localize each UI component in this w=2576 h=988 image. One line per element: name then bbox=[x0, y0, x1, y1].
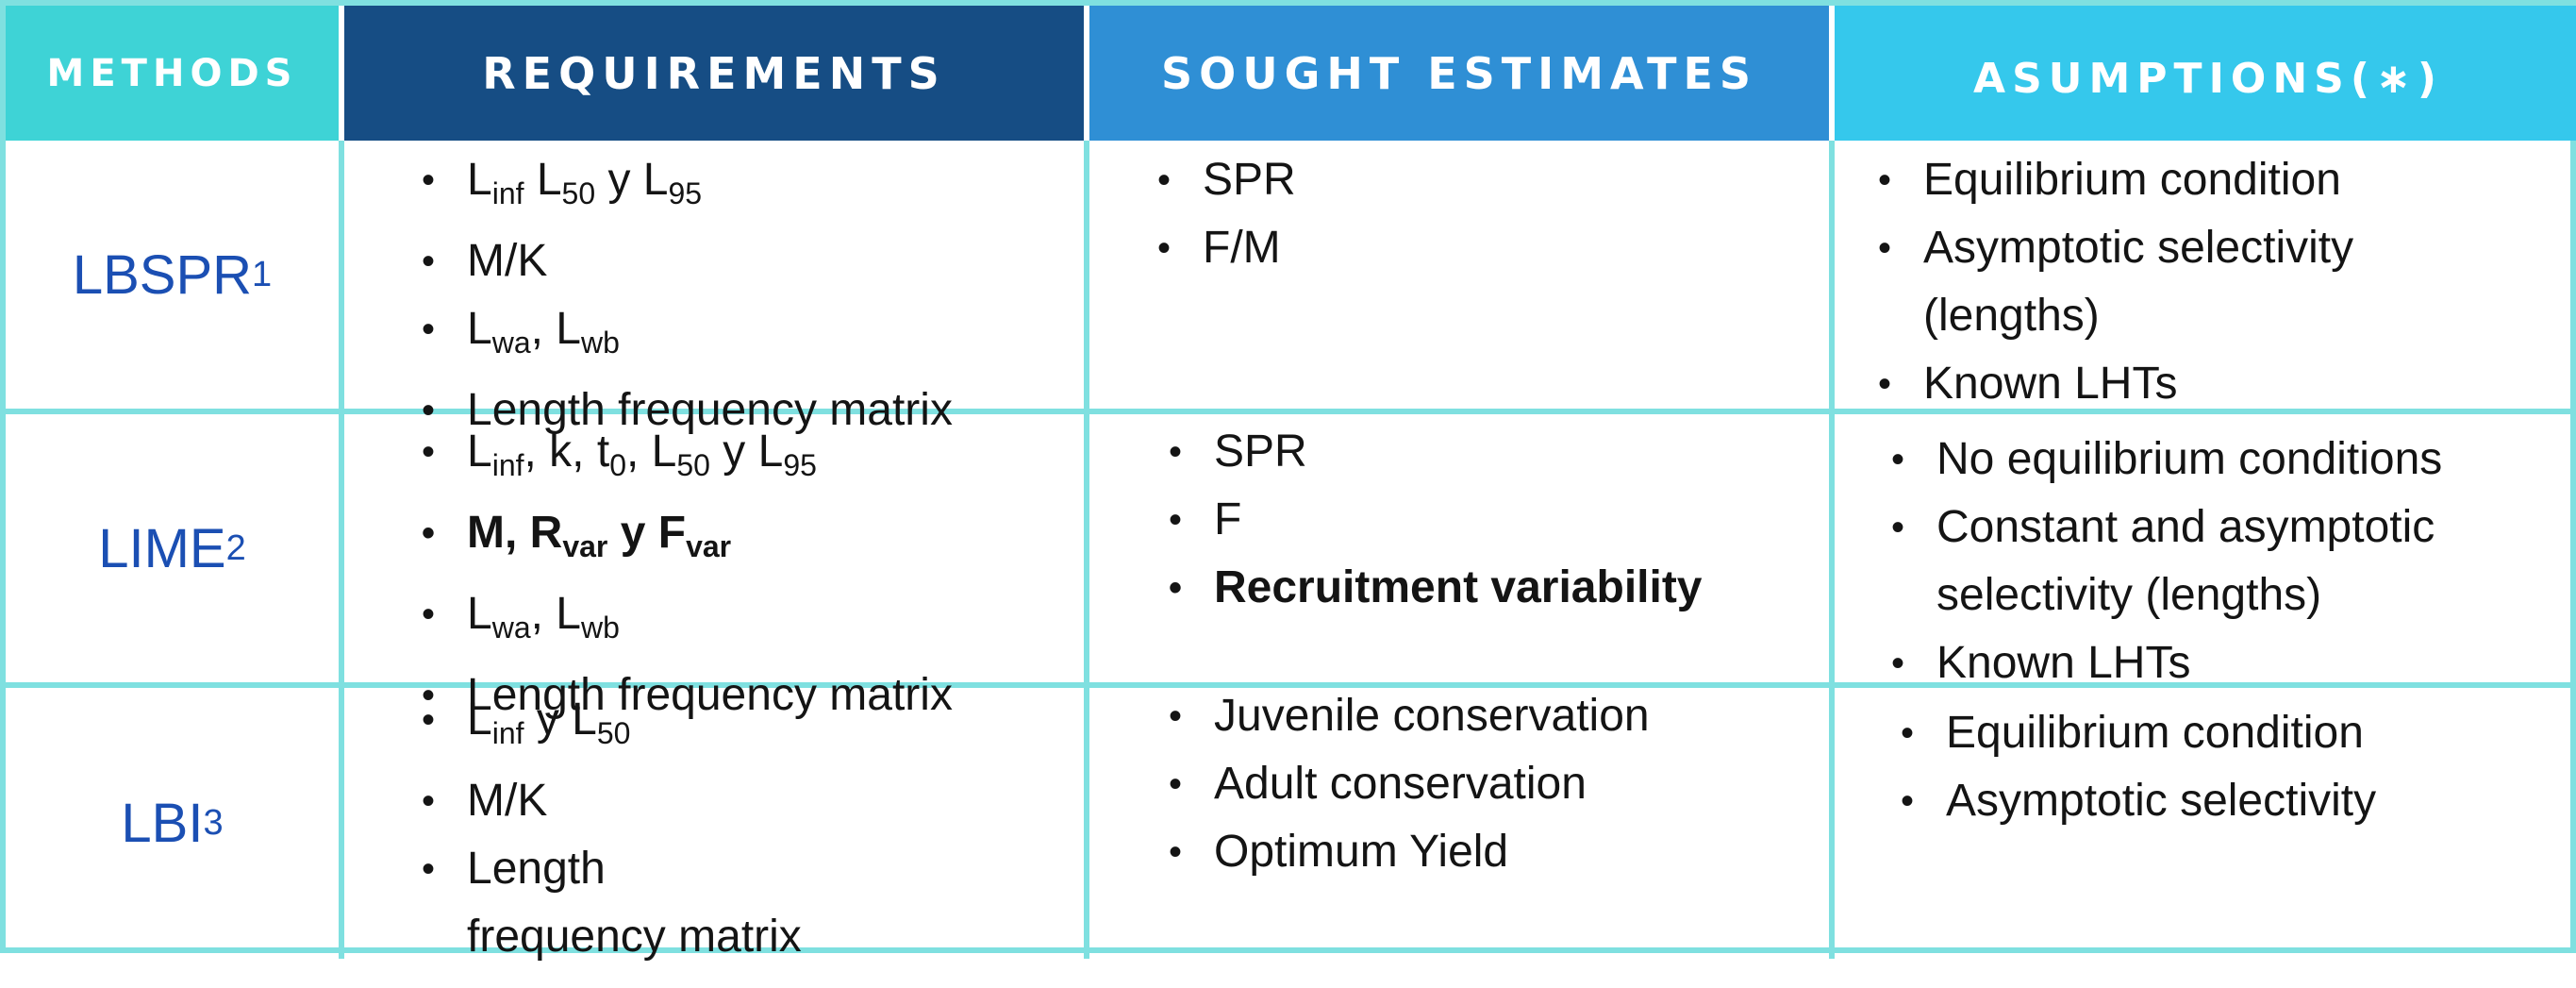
requirements-lbspr: Linf L50 y L95 M/K Lwa, Lwb Length frequ… bbox=[344, 141, 1089, 444]
list-item: Adult conservation bbox=[1169, 750, 1650, 818]
list-item: (lengths) bbox=[1923, 291, 2100, 341]
list-item: SPR bbox=[1169, 418, 1703, 486]
list-item: M/K bbox=[422, 767, 802, 835]
list-item: frequency matrix bbox=[467, 912, 802, 962]
list-item: F bbox=[1169, 486, 1703, 554]
assumptions-lime: No equilibrium conditions Constant and a… bbox=[1835, 414, 2576, 697]
list-item: Known LHTs bbox=[1878, 350, 2353, 418]
list-item: Juvenile conservation bbox=[1169, 682, 1650, 750]
method-name: LIME bbox=[98, 517, 226, 579]
list-item: M/K bbox=[422, 227, 953, 295]
list-item: Linf y L50 bbox=[422, 686, 802, 767]
list-item: Recruitment variability bbox=[1169, 554, 1703, 622]
list-item: M, Rvar y Fvar bbox=[422, 499, 953, 580]
header-requirements: REQUIREMENTS bbox=[344, 6, 1089, 141]
list-item: Length bbox=[422, 835, 802, 903]
method-lbi: LBI 3 bbox=[6, 688, 344, 959]
list-item: Linf L50 y L95 bbox=[422, 146, 953, 227]
list-item: Known LHTs bbox=[1891, 629, 2442, 697]
list-item: Lwa, Lwb bbox=[422, 580, 953, 661]
list-item: Asymptotic selectivity bbox=[1901, 767, 2376, 835]
requirements-lime: Linf, k, t0, L50 y L95 M, Rvar y Fvar Lw… bbox=[344, 414, 1089, 729]
sought-lbi: Juvenile conservation Adult conservation… bbox=[1089, 682, 1835, 959]
method-footnote: 2 bbox=[225, 527, 246, 568]
sought-lbspr: SPR F/M bbox=[1089, 141, 1835, 414]
requirements-lbi: Linf y L50 M/K Length frequency matrix bbox=[344, 686, 1089, 962]
list-item: Lwa, Lwb bbox=[422, 295, 953, 377]
method-name: LBI bbox=[121, 793, 204, 854]
assumptions-lbspr: Equilibrium condition Asymptotic selecti… bbox=[1835, 141, 2576, 418]
list-item: F/M bbox=[1157, 214, 1296, 282]
method-footnote: 3 bbox=[203, 803, 224, 843]
list-item: Linf, k, t0, L50 y L95 bbox=[422, 418, 953, 499]
header-assumptions: ASUMPTIONS(∗) bbox=[1835, 6, 2576, 141]
method-lbspr: LBSPR 1 bbox=[6, 141, 344, 414]
assumptions-lbi: Equilibrium condition Asymptotic selecti… bbox=[1835, 688, 2576, 959]
list-item: Equilibrium condition bbox=[1878, 146, 2353, 214]
list-item: Optimum Yield bbox=[1169, 818, 1650, 886]
list-item: SPR bbox=[1157, 146, 1296, 214]
header-methods: METHODS bbox=[6, 6, 344, 141]
method-lime: LIME 2 bbox=[6, 414, 344, 688]
list-item: Constant and asymptotic bbox=[1891, 494, 2442, 561]
list-item: selectivity (lengths) bbox=[1936, 570, 2322, 620]
header-sought-estimates: SOUGHT ESTIMATES bbox=[1089, 6, 1835, 141]
sought-lime: SPR F Recruitment variability bbox=[1089, 414, 1835, 688]
methods-table: METHODS REQUIREMENTS SOUGHT ESTIMATES AS… bbox=[0, 0, 2576, 953]
method-name: LBSPR bbox=[72, 243, 253, 306]
method-footnote: 1 bbox=[252, 254, 273, 294]
list-item: No equilibrium conditions bbox=[1891, 426, 2442, 494]
list-item: Equilibrium condition bbox=[1901, 699, 2376, 767]
list-item: Asymptotic selectivity bbox=[1878, 214, 2353, 282]
